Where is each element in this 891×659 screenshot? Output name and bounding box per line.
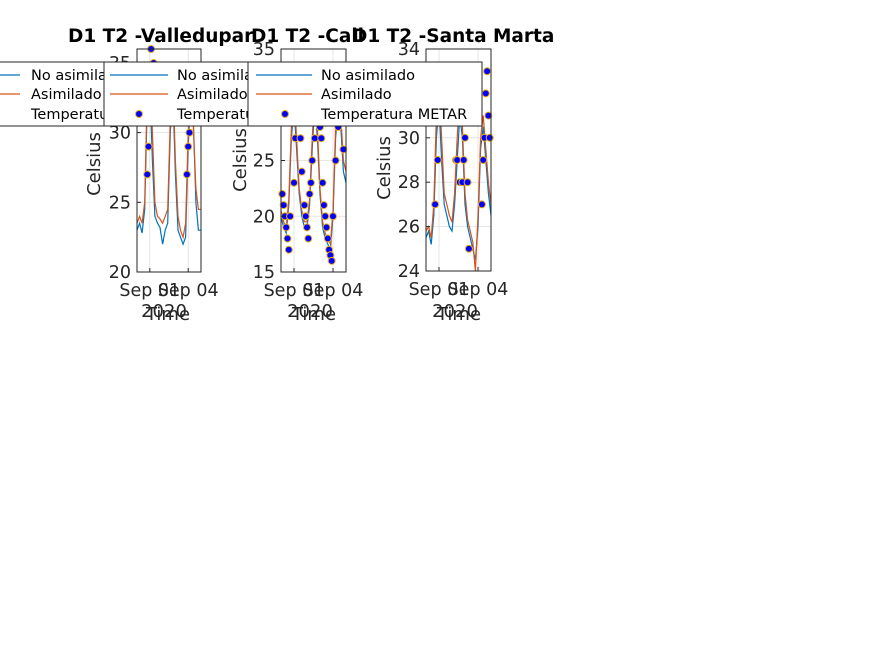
x-tick-label: Sep 04: [303, 281, 364, 301]
legend: No asimilado Asimilado Temperatura METAR: [247, 61, 483, 127]
y-axis-label: Celsius: [374, 136, 395, 200]
metar-point: [297, 167, 306, 176]
date-label: 2020: [432, 301, 478, 322]
metar-point: [331, 156, 340, 165]
metar-point: [322, 223, 331, 232]
metar-point: [339, 145, 348, 154]
metar-point: [182, 170, 191, 179]
legend-label: No asimilado: [31, 68, 125, 84]
metar-point: [481, 89, 490, 98]
y-tick-label: 20: [109, 263, 131, 283]
y-tick-label: 30: [109, 124, 131, 144]
date-label: 2020: [141, 301, 187, 322]
metar-point: [479, 156, 488, 164]
x-tick-label: Sep 01: [409, 280, 470, 300]
x-tick-label: Sep 01: [119, 281, 180, 301]
metar-point: [144, 142, 153, 151]
chart-title: D1 T2 -Valledupar: [68, 26, 254, 47]
metar-point: [319, 201, 328, 210]
metar-point: [184, 142, 193, 151]
y-tick-label: 24: [398, 262, 420, 282]
metar-point: [464, 244, 473, 253]
metar-point: [185, 128, 194, 137]
x-tick-label: Sep 01: [264, 281, 325, 301]
metar-point: [461, 133, 469, 142]
y-tick-label: 34: [398, 40, 420, 60]
metar-point: [296, 134, 305, 143]
legend-label: Asimilado: [177, 87, 248, 103]
metar-point: [305, 189, 314, 198]
chart-title: D1 T2 -Santa Marta: [352, 26, 554, 47]
x-axis-label: Time: [145, 304, 190, 325]
y-tick-label: 28: [398, 173, 420, 193]
metar-point: [453, 156, 462, 164]
metar-point: [477, 200, 486, 209]
metar-point: [318, 178, 327, 187]
y-axis-label: Celsius: [230, 128, 251, 192]
metar-point: [286, 212, 295, 221]
metar-point: [290, 178, 298, 187]
metar-point: [463, 178, 472, 187]
axes-frame: [136, 48, 202, 273]
metar-point: [301, 212, 310, 221]
metar-point: [327, 256, 336, 265]
x-axis-label: Time: [291, 304, 336, 325]
y-tick-label: 25: [253, 152, 275, 172]
y-tick-label: 35: [253, 40, 275, 60]
y-tick-label: 30: [398, 129, 420, 149]
metar-point: [300, 201, 309, 210]
metar-point: [321, 212, 330, 221]
metar-point: [278, 189, 287, 198]
legend-label: No asimilado: [321, 68, 415, 84]
legend-label: Asimilado: [31, 87, 102, 103]
legend-marker-metar: [281, 110, 289, 118]
legend-label: Temperatura METAR: [320, 107, 467, 123]
legend-label: Asimilado: [321, 87, 392, 103]
y-tick-label: 20: [253, 207, 275, 227]
metar-point: [310, 134, 319, 143]
metar-point: [459, 156, 468, 164]
date-label: 2020: [287, 301, 333, 322]
metar-point: [308, 156, 317, 165]
metar-point: [483, 67, 492, 76]
metar-point: [284, 245, 293, 254]
y-tick-label: 25: [109, 193, 131, 213]
metar-point: [304, 234, 313, 243]
metar-point: [143, 170, 152, 179]
y-tick-label: 15: [253, 263, 275, 283]
y-axis-label: Celsius: [84, 132, 105, 196]
metar-point: [329, 212, 337, 221]
x-tick-label: Sep 04: [448, 280, 509, 300]
metar-point: [484, 111, 493, 120]
legend-marker-metar: [135, 110, 143, 118]
chart-title: D1 T2 -Cali: [251, 26, 364, 47]
y-tick-label: 26: [398, 218, 420, 238]
metar-point: [279, 201, 288, 210]
metar-point: [303, 223, 311, 232]
metar-point: [306, 178, 315, 187]
metar-point: [317, 134, 326, 143]
metar-point: [431, 200, 440, 209]
metar-point: [323, 234, 332, 243]
metar-point: [433, 156, 442, 164]
x-axis-label: Time: [436, 304, 481, 325]
metar-point: [283, 234, 292, 243]
metar-point: [282, 223, 291, 232]
x-tick-label: Sep 04: [158, 281, 219, 301]
axes-frame: [425, 48, 492, 272]
metar-point: [485, 133, 494, 142]
